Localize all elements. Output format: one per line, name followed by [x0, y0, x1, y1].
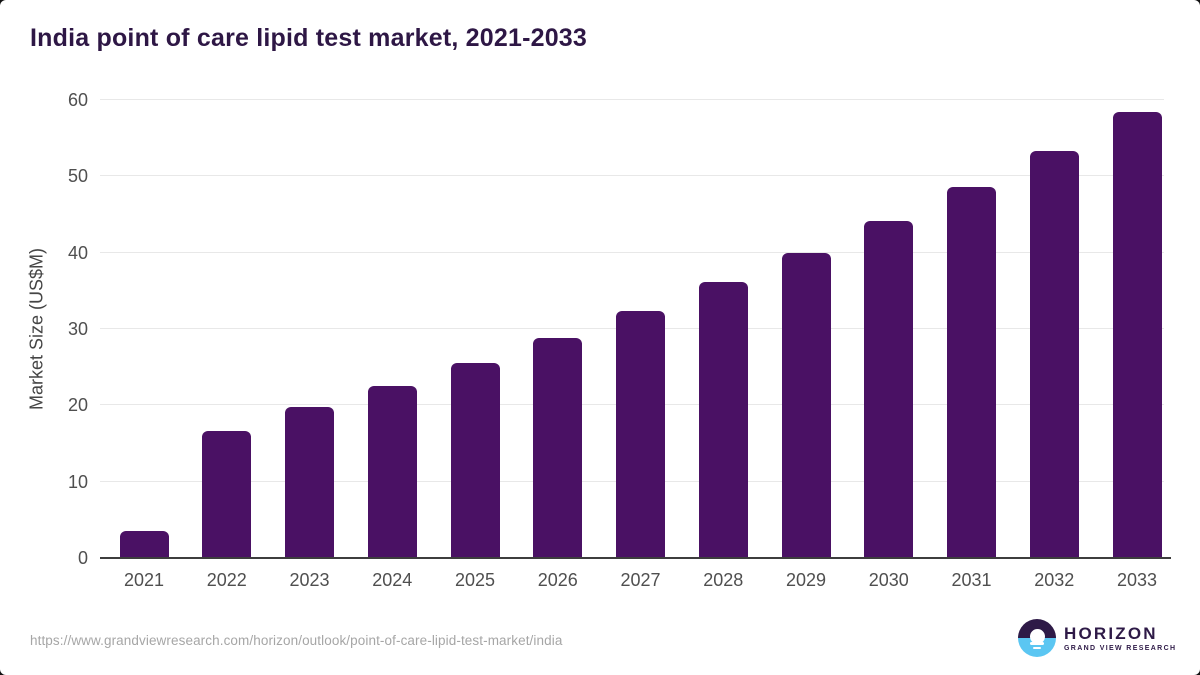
x-tick-2028: 2028: [703, 570, 744, 590]
x-tick-2023: 2023: [289, 570, 330, 590]
y-tick-0: 0: [77, 548, 88, 568]
source-url: https://www.grandviewresearch.com/horizo…: [30, 633, 563, 648]
logo-text: HORIZON GRAND VIEW RESEARCH: [1064, 625, 1176, 652]
bar-2026[interactable]: [533, 338, 583, 558]
gridline-50: [100, 175, 1164, 177]
x-tick-2027: 2027: [620, 570, 661, 590]
bar-2033[interactable]: [1112, 112, 1162, 558]
x-tick-2025: 2025: [454, 570, 496, 590]
chart-title: India point of care lipid test market, 2…: [30, 24, 588, 52]
bar-2030[interactable]: [864, 221, 914, 558]
bar-2032[interactable]: [1029, 151, 1079, 558]
bar-2029[interactable]: [781, 252, 831, 558]
x-tick-2033: 2033: [1116, 570, 1158, 590]
logo-brand: HORIZON: [1064, 623, 1158, 643]
x-tick-2021: 2021: [123, 570, 165, 590]
x-tick-2022: 2022: [206, 570, 247, 590]
bar-2024[interactable]: [367, 385, 417, 558]
bar-2023[interactable]: [285, 406, 334, 558]
y-tick-20: 20: [67, 395, 88, 416]
bar-2022[interactable]: [202, 431, 252, 558]
sun-reflection-line: [1030, 642, 1044, 645]
bar-2021[interactable]: [119, 530, 169, 558]
y-tick-50: 50: [67, 166, 88, 187]
y-tick-40: 40: [67, 242, 88, 263]
x-tick-2026: 2026: [537, 570, 578, 590]
bar-2027[interactable]: [616, 310, 665, 558]
x-tick-2031: 2031: [951, 570, 992, 590]
x-tick-2024: 2024: [372, 570, 413, 590]
horizon-logo: HORIZON GRAND VIEW RESEARCH: [1018, 619, 1176, 657]
logo-tagline: GRAND VIEW RESEARCH: [1064, 644, 1177, 652]
bar-2028[interactable]: [698, 282, 748, 558]
x-tick-2030: 2030: [868, 570, 909, 590]
gridline-60: [100, 99, 1164, 100]
bar-2025[interactable]: [450, 362, 500, 558]
sun-circle: [1029, 629, 1045, 644]
x-tick-2029: 2029: [785, 570, 827, 590]
horizon-sun-icon: [1018, 619, 1056, 657]
y-tick-10: 10: [67, 471, 88, 492]
x-axis-line: [100, 557, 1171, 559]
plot-area: [100, 99, 1171, 559]
y-tick-60: 60: [67, 90, 88, 110]
gridline-40: [100, 251, 1164, 253]
sun-reflection-line: [1033, 646, 1041, 649]
x-tick-2032: 2032: [1034, 570, 1075, 590]
y-tick-30: 30: [67, 319, 88, 339]
bar-2031[interactable]: [947, 187, 996, 558]
